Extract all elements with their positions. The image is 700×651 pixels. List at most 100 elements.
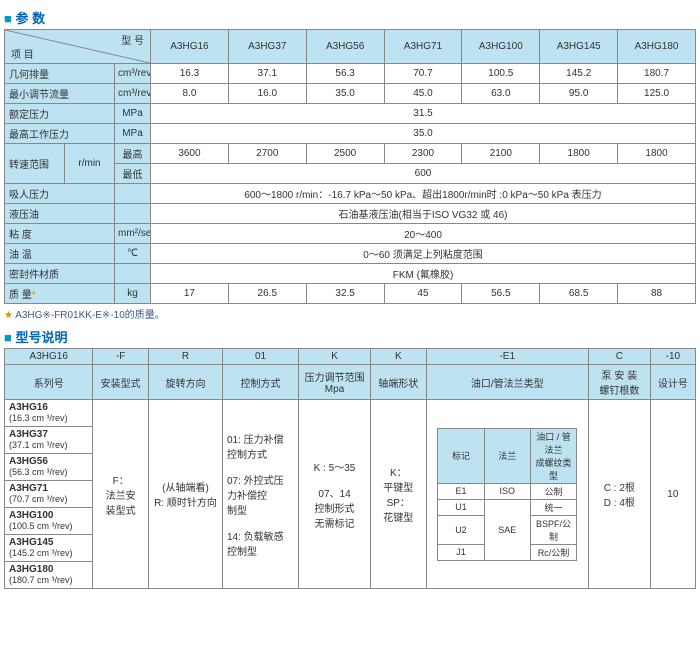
r1-unit: cm³/rev — [115, 64, 151, 84]
r11-label: 质 量* — [5, 284, 115, 304]
bullet-icon: ■ — [4, 330, 12, 345]
r5-sub1: 最高 — [115, 144, 151, 164]
cell: 16.3 — [151, 64, 229, 84]
r9-unit: ℃ — [115, 244, 151, 264]
r8-span: 20～400 — [151, 224, 696, 244]
s0n: A3HG16 — [9, 402, 48, 413]
dh6: -E1 — [426, 349, 588, 365]
cell: 17 — [151, 284, 229, 304]
params-title: ■ 参 数 — [4, 8, 696, 27]
inner-table: 标记 法兰 油口 / 管法兰 成螺纹类型 E1 ISO 公制 U1 SAE 统一… — [437, 428, 577, 561]
r3-label: 额定压力 — [5, 104, 115, 124]
r2-unit: cm³/rev — [115, 84, 151, 104]
r3-unit: MPa — [115, 104, 151, 124]
desc-title-text: 型号说明 — [15, 330, 67, 345]
ir30: J1 — [438, 544, 484, 560]
r6-unit — [115, 184, 151, 204]
col3: (从轴端看) R: 顺时针方向 — [148, 400, 222, 589]
r6-span: 600～1800 r/min：-16.7 kPa～50 kPa、超出1800r/… — [151, 184, 696, 204]
cell: 45 — [384, 284, 462, 304]
ds4: 压力调节范围 Mpa — [299, 365, 371, 400]
cell: 45.0 — [384, 84, 462, 104]
s5s: (145.2 cm ³/rev) — [9, 548, 73, 558]
model-6: A3HG180 — [618, 30, 696, 64]
dh7: C — [588, 349, 650, 365]
cell: 63.0 — [462, 84, 540, 104]
s3n: A3HG71 — [9, 483, 48, 494]
params-title-text: 参 数 — [15, 11, 45, 26]
cell: 70.7 — [384, 64, 462, 84]
table-row: 吸人压力 600～1800 r/min：-16.7 kPa～50 kPa、超出1… — [5, 184, 696, 204]
series-5: A3HG145(145.2 cm ³/rev) — [5, 535, 93, 562]
desc-title: ■ 型号说明 — [4, 327, 696, 346]
r11-label-text: 质 量 — [9, 290, 32, 301]
r8-label: 粘 度 — [5, 224, 115, 244]
series-2: A3HG56(56.3 cm ³/rev) — [5, 454, 93, 481]
ds7-u: 螺钉根数 — [599, 386, 639, 397]
series-4: A3HG100(100.5 cm ³/rev) — [5, 508, 93, 535]
col5: K : 5～35 07、14 控制形式 无需标记 — [299, 400, 371, 589]
col7: 标记 法兰 油口 / 管法兰 成螺纹类型 E1 ISO 公制 U1 SAE 统一… — [426, 400, 588, 589]
dh1: -F — [93, 349, 149, 365]
table-row: 转速范围 r/min 最高 3600 2700 2500 2300 2100 1… — [5, 144, 696, 164]
series-6: A3HG180(180.7 cm ³/rev) — [5, 562, 93, 589]
r4-unit: MPa — [115, 124, 151, 144]
series-3: A3HG71(70.7 cm ³/rev) — [5, 481, 93, 508]
table-row: 粘 度 mm²/sec 20～400 — [5, 224, 696, 244]
ds6: 油口/管法兰类型 — [426, 365, 588, 400]
r5-label: 转速范围 — [5, 144, 65, 184]
col6: K： 平键型 SP： 花键型 — [371, 400, 427, 589]
footnote: ★ A3HG※-FR01KK-E※-10的质量。 — [4, 306, 696, 321]
s0s: (16.3 cm ³/rev) — [9, 413, 68, 423]
r7-span: 石油基液压油(相当于ISO VG32 或 46) — [151, 204, 696, 224]
ds7-t: 泵 安 装 — [602, 371, 638, 382]
table-row: 最高工作压力 MPa 35.0 — [5, 124, 696, 144]
r5-sub2: 最低 — [115, 164, 151, 184]
ds2: 旋转方向 — [148, 365, 222, 400]
col8: C : 2根 D : 4根 — [588, 400, 650, 589]
cell: 88 — [618, 284, 696, 304]
model-2: A3HG56 — [306, 30, 384, 64]
dh4: K — [299, 349, 371, 365]
dh5: K — [371, 349, 427, 365]
r5-low: 600 — [151, 164, 696, 184]
dh0: A3HG16 — [5, 349, 93, 365]
cell: 2700 — [228, 144, 306, 164]
ir20: U2 — [438, 515, 484, 544]
model-0: A3HG16 — [151, 30, 229, 64]
dh2: R — [148, 349, 222, 365]
ir12: 统一 — [530, 499, 576, 515]
s3s: (70.7 cm ³/rev) — [9, 494, 68, 504]
params-table: 型 号 项 目 A3HG16 A3HG37 A3HG56 A3HG71 A3HG… — [4, 29, 696, 304]
cell: 2300 — [384, 144, 462, 164]
r9-label: 油 温 — [5, 244, 115, 264]
ir10: U1 — [438, 499, 484, 515]
ds5: 轴端形状 — [371, 365, 427, 400]
cell: 68.5 — [540, 284, 618, 304]
ih0: 标记 — [438, 428, 484, 483]
cell: 145.2 — [540, 64, 618, 84]
s2s: (56.3 cm ³/rev) — [9, 467, 68, 477]
corner-cell: 型 号 项 目 — [5, 30, 151, 64]
col2: F： 法兰安 装型式 — [93, 400, 149, 589]
r2-label: 最小调节流量 — [5, 84, 115, 104]
s6s: (180.7 cm ³/rev) — [9, 575, 73, 585]
cell: 1800 — [618, 144, 696, 164]
ih1: 法兰 — [484, 428, 530, 483]
s5n: A3HG145 — [9, 537, 53, 548]
ds1: 安装型式 — [93, 365, 149, 400]
model-4: A3HG100 — [462, 30, 540, 64]
col9: 10 — [650, 400, 695, 589]
diagonal-line-icon — [5, 30, 150, 63]
s6n: A3HG180 — [9, 564, 53, 575]
r5-unit: r/min — [65, 144, 115, 184]
ir01: ISO — [484, 483, 530, 499]
cell: 95.0 — [540, 84, 618, 104]
r3-span: 31.5 — [151, 104, 696, 124]
cell: 180.7 — [618, 64, 696, 84]
s2n: A3HG56 — [9, 456, 48, 467]
r6-label: 吸人压力 — [5, 184, 115, 204]
r10-unit — [115, 264, 151, 284]
table-row: 最小调节流量 cm³/rev 8.0 16.0 35.0 45.0 63.0 9… — [5, 84, 696, 104]
r4-span: 35.0 — [151, 124, 696, 144]
